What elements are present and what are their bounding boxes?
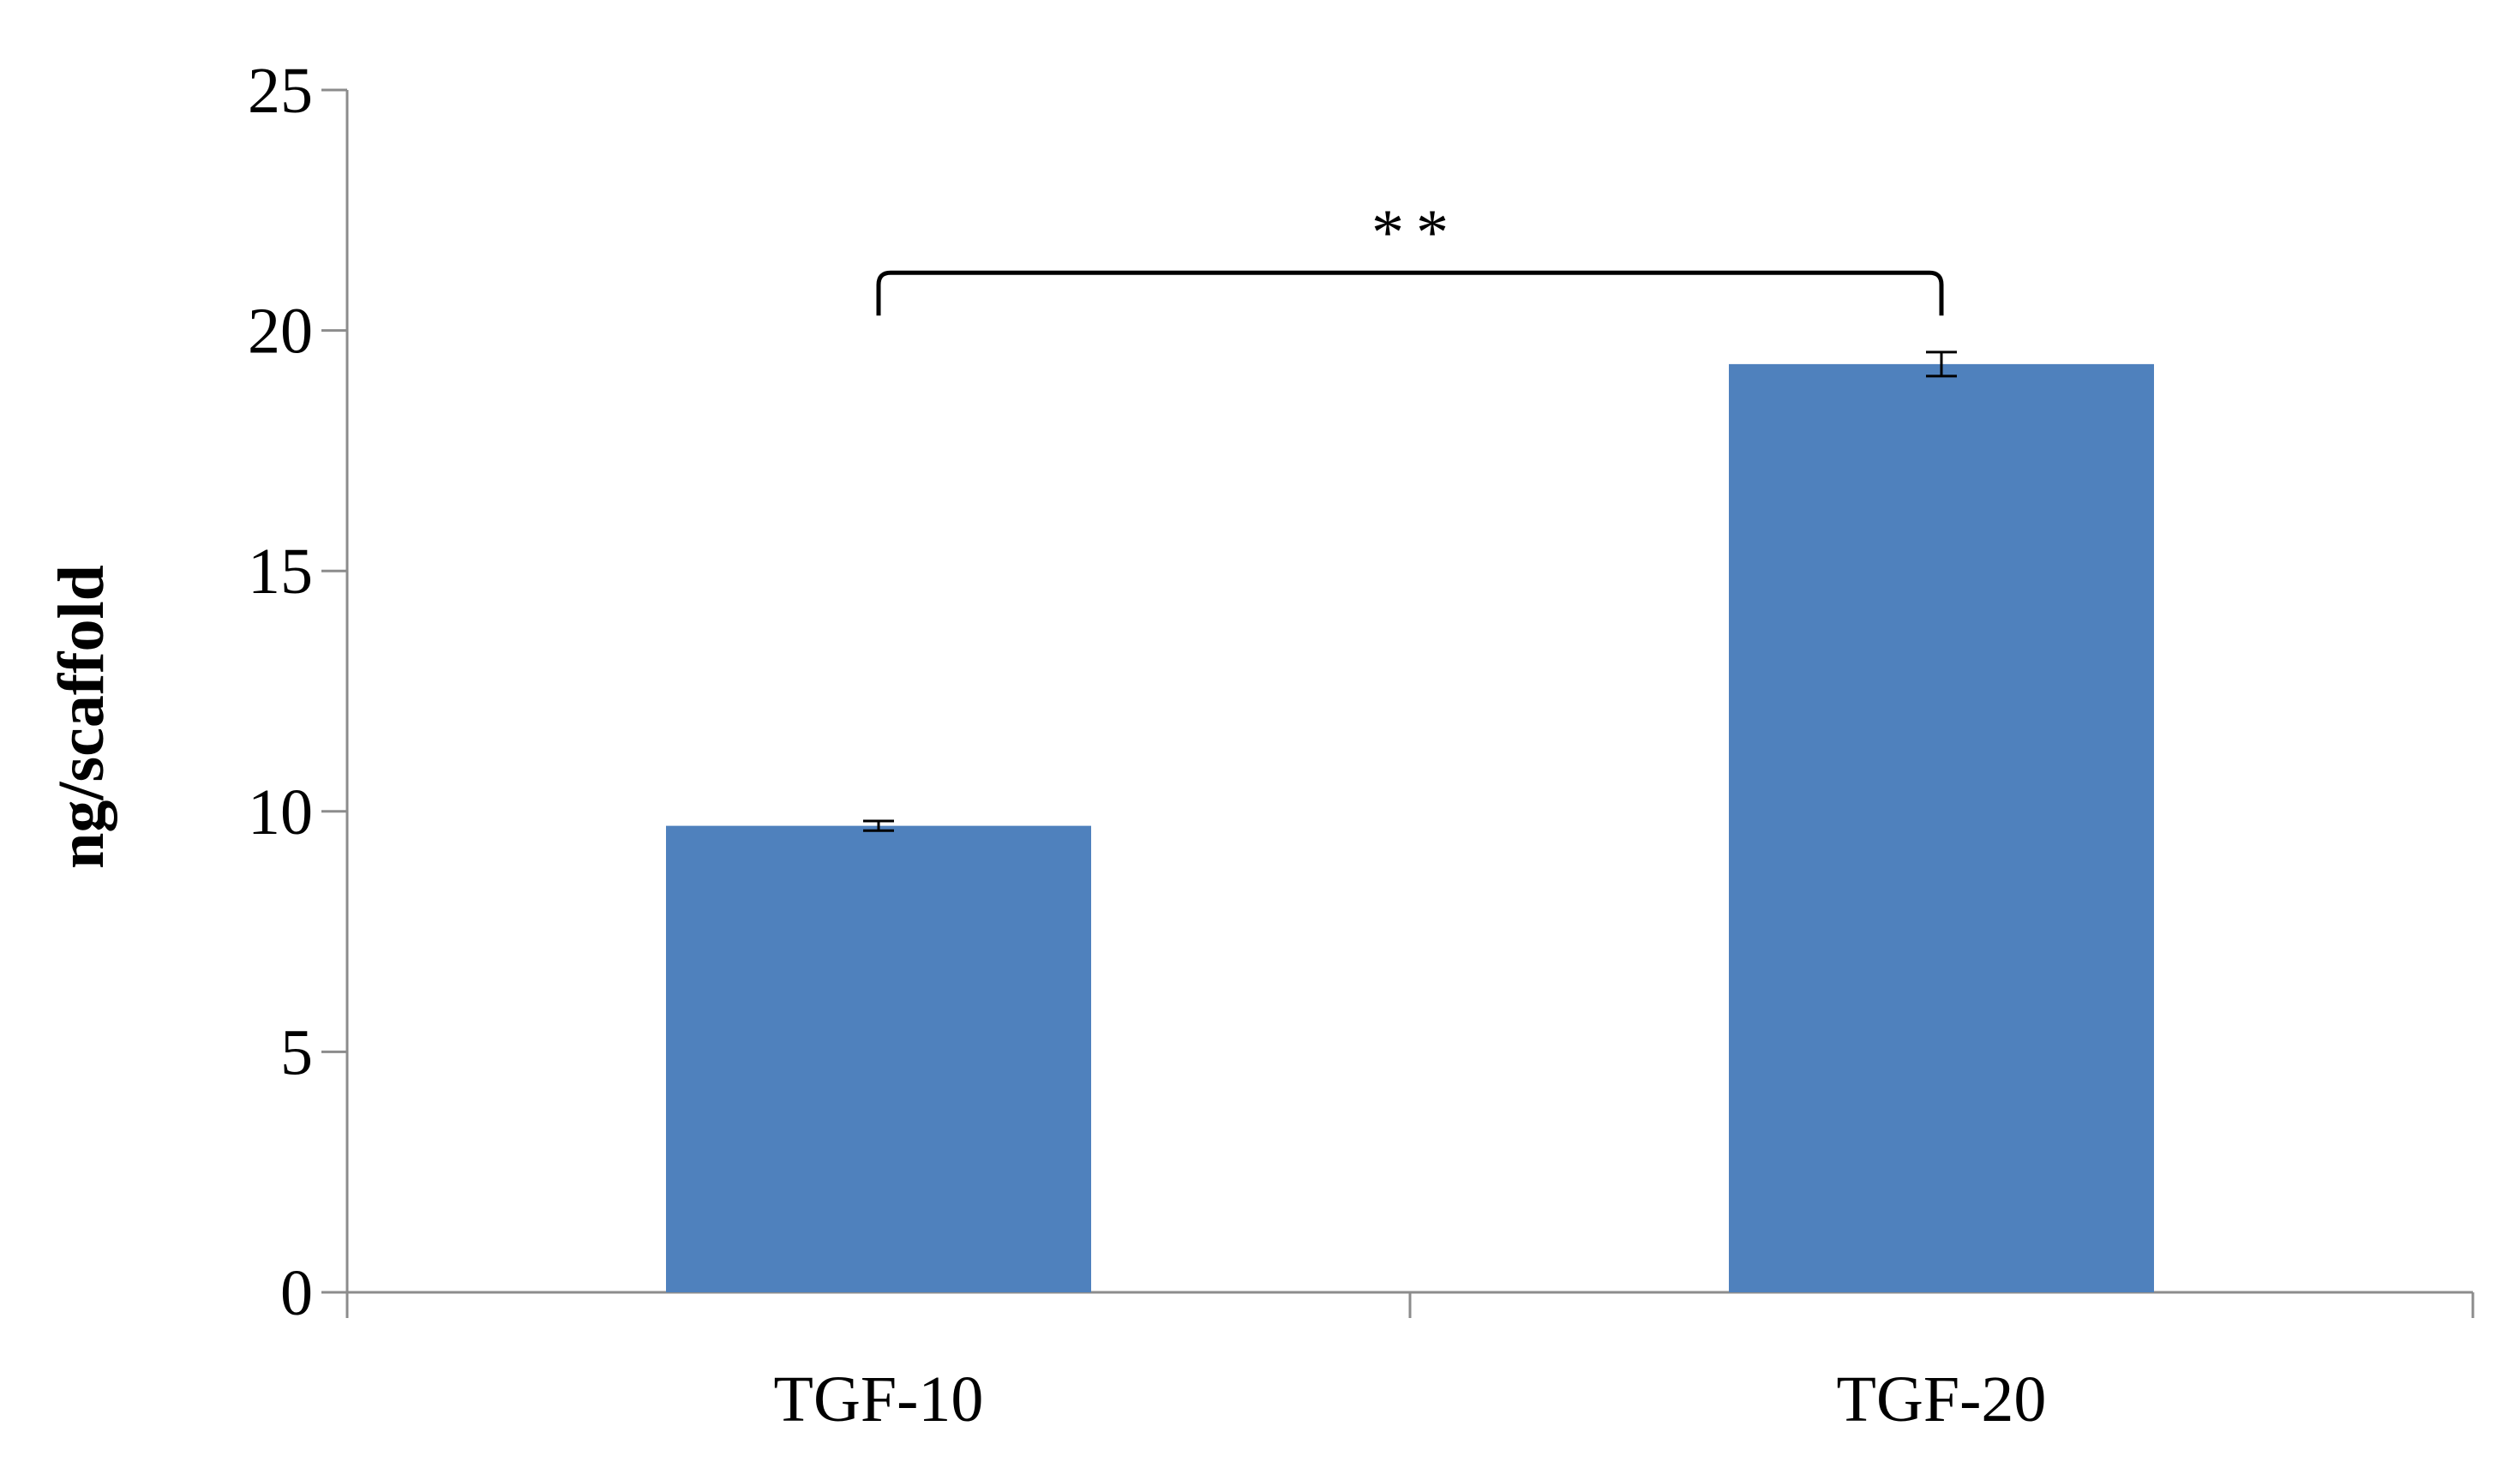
y-tick-label: 25 <box>248 55 313 127</box>
y-axis-ticks: 0 5 10 15 20 25 <box>248 55 347 1329</box>
bar-tgf-20 <box>1729 363 2154 1292</box>
significance-bracket <box>876 270 1944 316</box>
y-tick-label: 0 <box>280 1257 313 1329</box>
bars <box>666 363 2154 1292</box>
x-category-label: TGF-20 <box>1837 1363 2047 1435</box>
y-tick-label: 5 <box>280 1016 313 1088</box>
significance-label: ** <box>1371 196 1461 268</box>
category-labels: TGF-10 TGF-20 <box>774 1363 2047 1435</box>
bar-tgf-10 <box>666 825 1091 1292</box>
y-axis-title: ng/scaffold <box>45 565 117 869</box>
error-bars <box>863 351 1957 832</box>
x-axis-ticks <box>345 1292 2475 1318</box>
y-tick-label: 20 <box>248 296 313 368</box>
x-category-label: TGF-10 <box>774 1363 984 1435</box>
y-tick-label: 15 <box>248 536 313 608</box>
y-tick-label: 10 <box>248 776 313 848</box>
